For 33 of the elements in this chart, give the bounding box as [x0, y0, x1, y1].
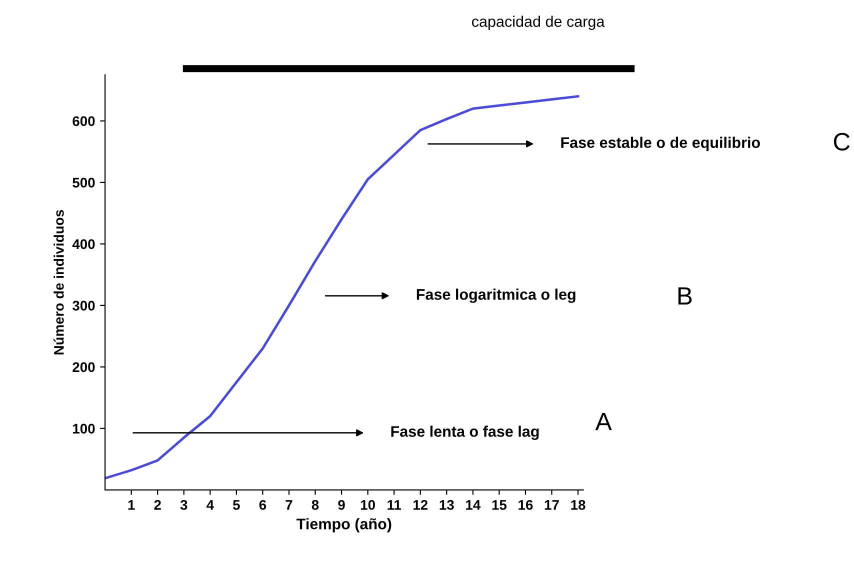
ref-line-label: capacidad de carga	[472, 16, 605, 30]
x-tick-label: 16	[518, 500, 533, 510]
x-tick-label: 6	[259, 500, 266, 510]
x-tick-label: 4	[206, 500, 214, 510]
x-tick-label: 1	[128, 500, 135, 510]
text: A	[595, 412, 612, 430]
x-tick-label: 8	[312, 500, 319, 510]
x-tick-label: 2	[154, 500, 161, 510]
x-tick-label: 13	[440, 500, 454, 510]
x-tick-label: 17	[544, 500, 559, 510]
y-tick-label: 400	[72, 239, 95, 250]
annotation: Fase lenta o fase lag	[391, 426, 539, 440]
x-tick-label: 10	[360, 500, 375, 510]
y-axis-title: Número de individuos	[54, 210, 64, 354]
x-tick-label: 15	[492, 500, 507, 510]
x-tick-label: 14	[466, 500, 481, 510]
x-tick-label: 12	[414, 500, 428, 510]
annotation: Fase logaritmica o leg	[416, 288, 576, 303]
y-tick-label: 100	[73, 424, 95, 434]
x-tick-label: 3	[180, 500, 188, 510]
x-tick-label: 11	[388, 500, 402, 510]
x-tick-label: 5	[232, 500, 240, 510]
x-axis-title: Tiempo (año)	[296, 518, 392, 532]
y-tick-label: 500	[72, 178, 95, 188]
y-tick-label: 300	[72, 300, 95, 311]
annotation: Fase estable o de equilibrio	[561, 136, 760, 152]
text: B	[678, 287, 692, 305]
x-tick-label: 9	[338, 500, 345, 510]
text: C	[834, 132, 850, 151]
y-tick-label: 600	[72, 116, 95, 126]
x-tick-label: 18	[571, 500, 586, 510]
x-tick-label: 7	[286, 500, 292, 510]
y-tick-label: 200	[72, 362, 95, 372]
